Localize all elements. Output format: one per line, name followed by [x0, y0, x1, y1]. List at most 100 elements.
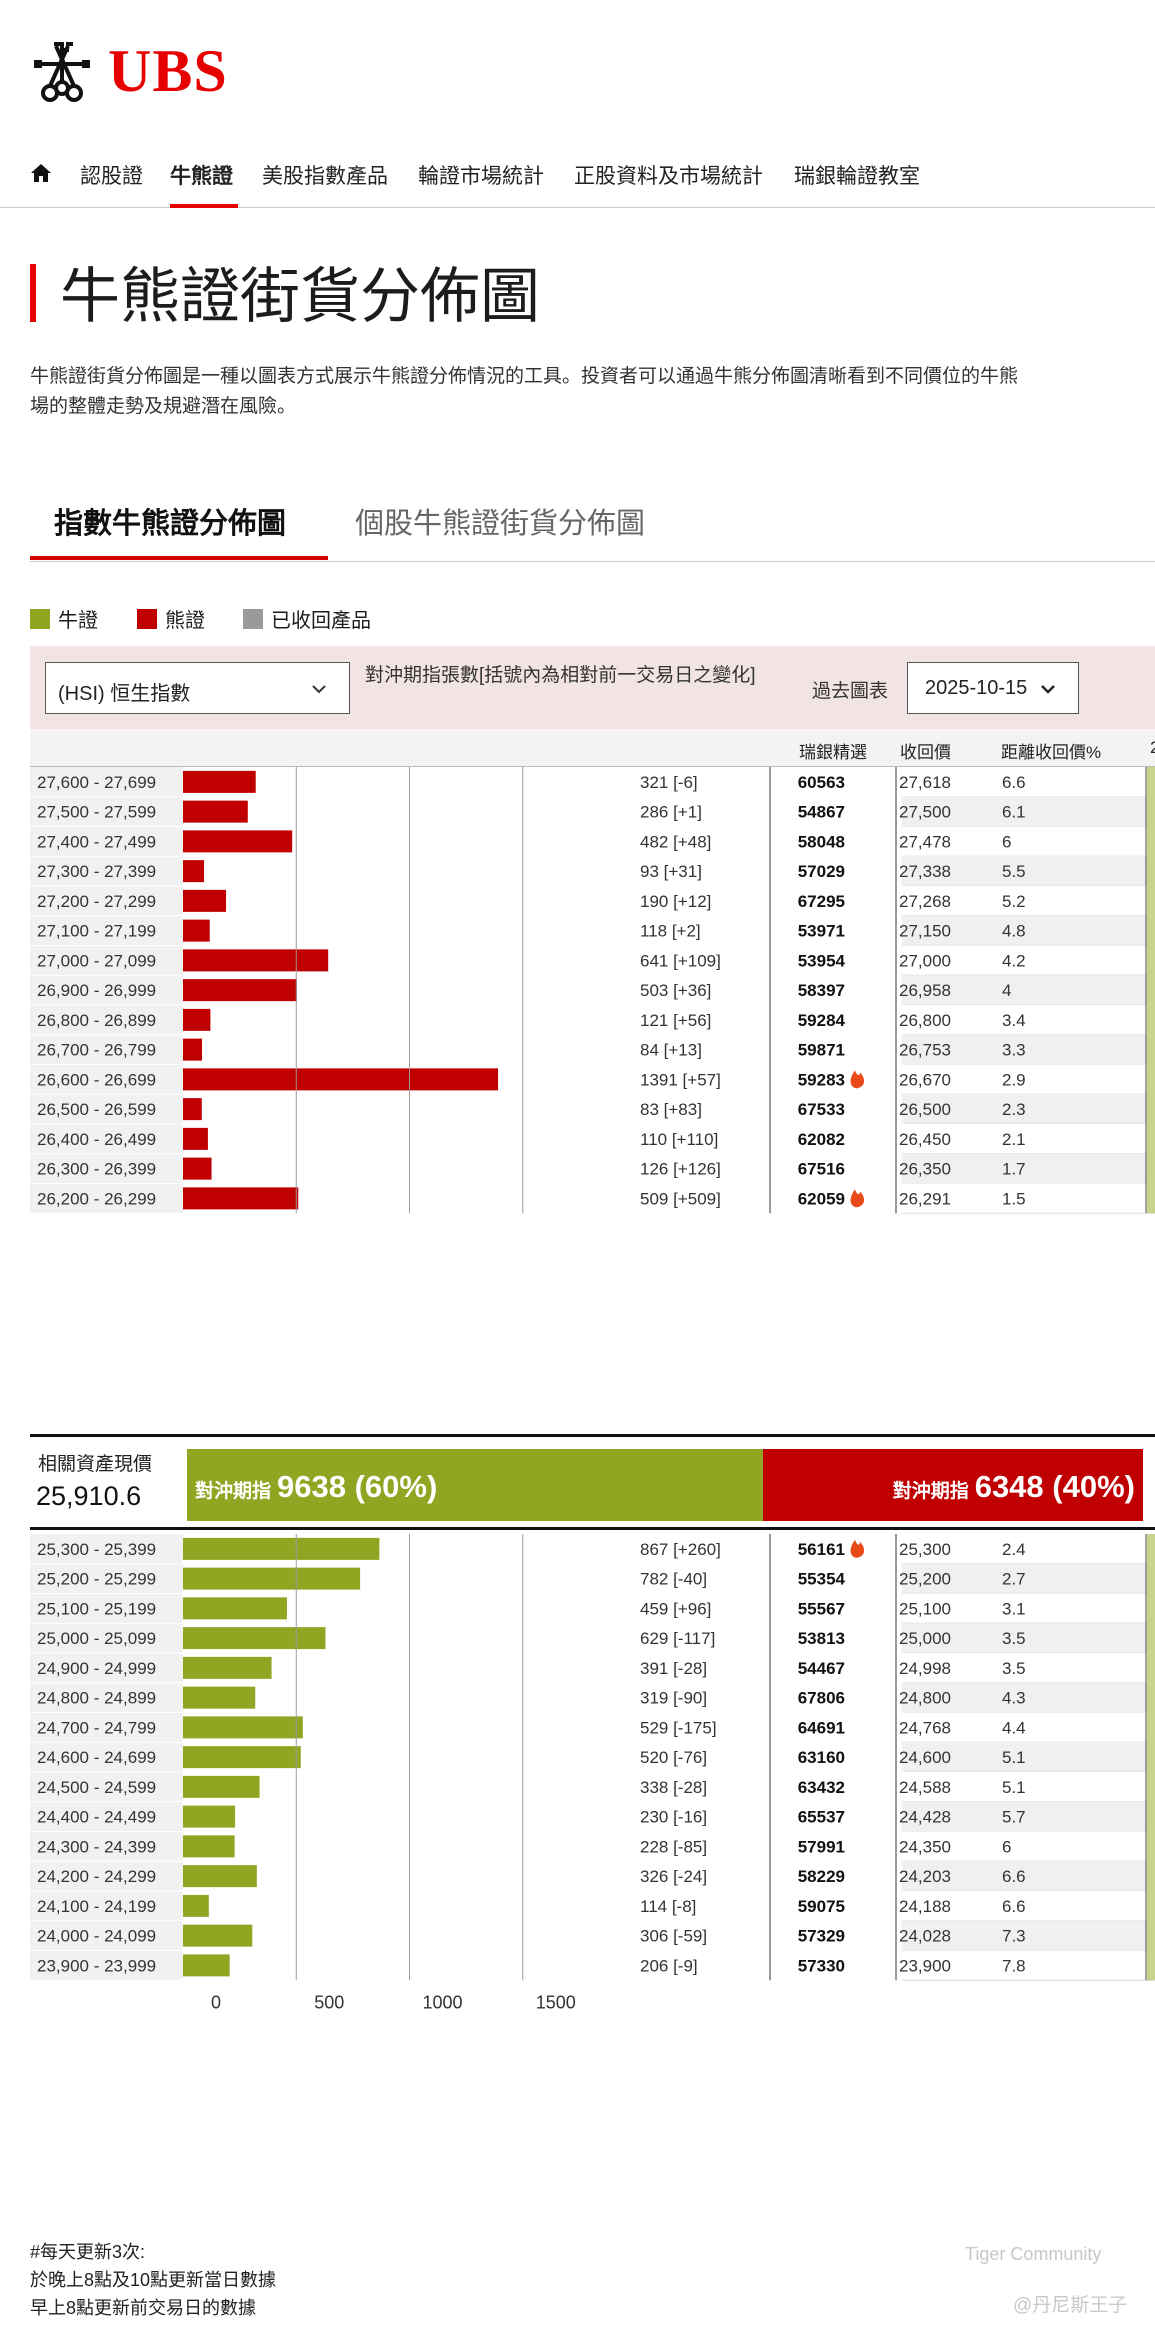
- bull-row-band: [902, 1712, 1155, 1743]
- bear-pick-code: 53954: [798, 951, 846, 970]
- bull-distance: 5.1: [1002, 1778, 1026, 1797]
- bull-hedge-text: 對沖期指 9638 (60%): [195, 1469, 437, 1505]
- bull-range-label: 23,900 - 23,999: [37, 1956, 156, 1975]
- nav-active-indicator: [170, 204, 238, 208]
- bull-count-label: 529 [-175]: [640, 1718, 717, 1737]
- bear-call-price: 26,350: [899, 1160, 951, 1179]
- bear-call-price: 27,268: [899, 892, 951, 911]
- nav-us-index-products[interactable]: 美股指數產品: [262, 165, 388, 188]
- bull-distance: 7.3: [1002, 1927, 1026, 1946]
- index-select[interactable]: (HSI) 恒生指數: [45, 662, 350, 714]
- bear-range-label: 26,700 - 26,799: [37, 1041, 156, 1060]
- watermark-community: Tiger Community: [965, 2244, 1102, 2264]
- bull-bar: [183, 1894, 209, 1917]
- x-tick-label: 500: [314, 1992, 344, 2012]
- bear-distance: 3.4: [1002, 1011, 1026, 1030]
- bull-row-band: [902, 1831, 1155, 1862]
- bull-distance: 3.5: [1002, 1629, 1026, 1648]
- filter-bar: (HSI) 恒生指數 對沖期指張數[括號內為相對前一交易日之變化] 過去圖表 2…: [30, 646, 1155, 730]
- bear-range-label: 27,000 - 27,099: [37, 951, 156, 970]
- bear-row-band: [902, 1064, 1155, 1095]
- bull-call-price: 24,768: [899, 1718, 951, 1737]
- date-select[interactable]: 2025-10-15: [907, 662, 1079, 714]
- bear-distance: 4: [1002, 981, 1011, 1000]
- bull-pick-code: 54467: [798, 1659, 845, 1678]
- hedge-count-label: 對沖期指張數[括號內為相對前一交易日之變化]: [365, 665, 756, 686]
- nav-stock-data[interactable]: 正股資料及市場統計: [574, 165, 763, 188]
- bull-distance: 7.8: [1002, 1956, 1026, 1975]
- bull-range-label: 24,500 - 24,599: [37, 1778, 156, 1797]
- title-accent-bar: [30, 264, 36, 322]
- bull-row-band: [902, 1653, 1155, 1683]
- bull-range-label: 24,000 - 24,099: [37, 1927, 156, 1946]
- bull-count-label: 520 [-76]: [640, 1748, 707, 1767]
- bull-row-band: [902, 1623, 1155, 1653]
- bull-pick-code: 67806: [798, 1689, 845, 1708]
- bull-bar: [183, 1537, 380, 1560]
- bull-bar: [183, 1924, 253, 1947]
- bull-distance: 3.5: [1002, 1659, 1026, 1678]
- bull-count-label: 114 [-8]: [640, 1897, 696, 1916]
- bull-pick-code: 63432: [798, 1778, 845, 1797]
- bear-pick-code: 59283: [798, 1070, 845, 1089]
- bear-bar: [183, 770, 256, 793]
- bear-distance: 6.6: [1002, 773, 1026, 792]
- bear-row-band: [902, 826, 1155, 857]
- nav-education[interactable]: 瑞銀輪證教室: [794, 165, 920, 188]
- index-select-value: (HSI) 恒生指數: [58, 683, 191, 705]
- table-header: 瑞銀精選 收回價 距離收回價% 2: [30, 731, 1155, 767]
- nav-warrants[interactable]: 認股證: [80, 165, 143, 188]
- bull-bar: [183, 1775, 260, 1798]
- tab-stock-cbbc[interactable]: 個股牛熊證街貨分佈圖: [355, 508, 646, 540]
- bear-edge-strip: [1147, 767, 1155, 1214]
- bear-hedge-label: 對沖期指: [892, 1481, 969, 1502]
- fire-icon: [850, 1189, 865, 1208]
- bear-count-label: 121 [+56]: [640, 1011, 711, 1030]
- keys-emblem-icon: [34, 42, 90, 102]
- bear-bar: [183, 1098, 202, 1121]
- bull-range-label: 24,600 - 24,699: [37, 1748, 156, 1767]
- x-tick-label: 1500: [536, 1992, 576, 2012]
- bear-count-label: 509 [+509]: [640, 1189, 721, 1208]
- ubs-logo[interactable]: UBS: [30, 36, 228, 106]
- bear-row-band: [902, 767, 1155, 797]
- bear-distance: 1.7: [1002, 1160, 1026, 1179]
- legend-called: 已收回產品: [243, 604, 371, 633]
- bull-distance: 4.4: [1002, 1718, 1026, 1737]
- bear-count-label: 321 [-6]: [640, 773, 698, 792]
- tab-index-cbbc[interactable]: 指數牛熊證分佈圖: [54, 508, 287, 540]
- bull-row-band: [902, 1891, 1155, 1921]
- bull-call-price: 24,203: [899, 1867, 951, 1886]
- bull-bar: [183, 1597, 287, 1620]
- bull-count-label: 459 [+96]: [640, 1599, 711, 1618]
- bear-bar: [183, 860, 205, 883]
- bear-pick-column: [776, 767, 902, 1214]
- bull-pick-code: 57329: [798, 1927, 845, 1946]
- bull-call-price: 25,300: [899, 1540, 951, 1559]
- bear-row-band: [902, 796, 1155, 827]
- bear-row-band: [902, 1124, 1155, 1154]
- main-nav: 認股證 牛熊證 美股指數產品 輪證市場統計 正股資料及市場統計 瑞銀輪證教室: [0, 140, 1155, 208]
- bull-row-band: [902, 1534, 1155, 1564]
- intro-line-2: 場的整體走勢及規避潛在風險。: [30, 396, 297, 417]
- bull-call-price: 24,188: [899, 1897, 951, 1916]
- bear-hedge-value: 6348 (40%): [974, 1469, 1135, 1504]
- bear-pick-code: 67295: [798, 892, 845, 911]
- bull-pick-code: 58229: [798, 1867, 845, 1886]
- bear-pick-code: 58048: [798, 832, 845, 851]
- nav-market-stats[interactable]: 輪證市場統計: [418, 165, 544, 188]
- bear-call-price: 27,478: [899, 832, 951, 851]
- bull-hedge-bar: 對沖期指 9638 (60%): [187, 1449, 764, 1521]
- bear-row-band: [902, 975, 1155, 1005]
- bear-call-price: 26,500: [899, 1100, 951, 1119]
- bull-pick-code: 63160: [798, 1748, 845, 1767]
- chevron-down-icon: [312, 685, 326, 694]
- legend-bear-swatch: [137, 608, 157, 629]
- bear-count-label: 118 [+2]: [640, 922, 701, 941]
- bull-call-price: 24,028: [899, 1927, 951, 1946]
- home-icon[interactable]: [30, 162, 52, 189]
- nav-cbbc[interactable]: 牛熊證: [170, 165, 233, 188]
- bull-bar: [183, 1716, 303, 1739]
- bull-pick-code: 64691: [798, 1718, 845, 1737]
- bull-range-label: 25,100 - 25,199: [37, 1599, 156, 1618]
